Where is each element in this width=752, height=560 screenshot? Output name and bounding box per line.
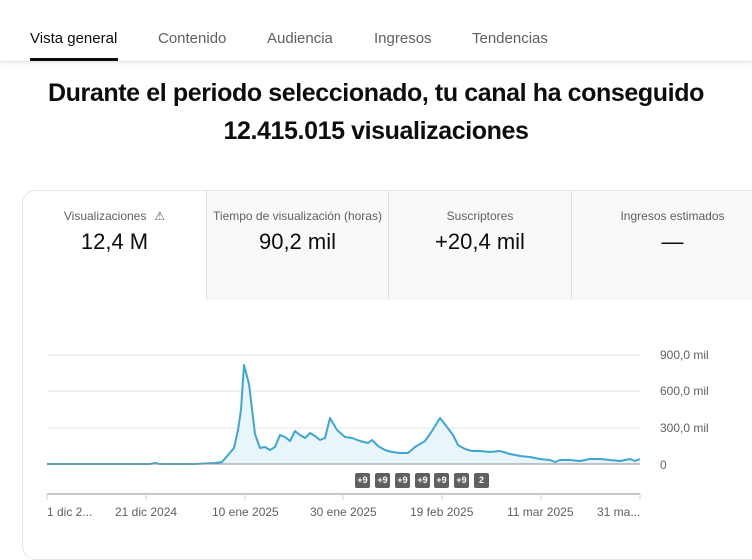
tab-contenido[interactable]: Contenido (158, 30, 227, 47)
tab-ingresos[interactable]: Ingresos (374, 30, 432, 47)
video-publish-marker[interactable]: +9 (434, 473, 449, 488)
gridlines (47, 354, 640, 429)
views-line-chart[interactable] (0, 0, 752, 543)
tab-bar: Vista general Contenido Audiencia Ingres… (0, 0, 752, 62)
metric-label: Visualizaciones (63, 209, 147, 223)
warning-icon[interactable]: ⚠ (154, 209, 166, 223)
metric-tab-ingresos-estimados[interactable]: Ingresos estimados — (572, 191, 752, 300)
metric-tab-suscriptores[interactable]: Suscriptores +20,4 mil (389, 191, 572, 300)
x-axis-label: 30 ene 2025 (310, 505, 377, 519)
metric-value: 90,2 mil (258, 229, 337, 254)
tab-tendencias[interactable]: Tendencias (472, 30, 548, 47)
y-axis-label: 600,0 mil (660, 384, 709, 398)
y-axis-label: 0 (660, 458, 667, 472)
metric-label: Tiempo de visualización (horas) (213, 209, 382, 223)
metric-value: +20,4 mil (435, 229, 525, 254)
y-axis-label: 900,0 mil (660, 348, 709, 362)
metric-label: Ingresos estimados (620, 209, 725, 223)
x-axis-label: 11 mar 2025 (507, 505, 574, 519)
video-publish-marker[interactable]: +9 (355, 473, 370, 488)
metric-tab-visualizaciones[interactable]: Visualizaciones ⚠ 12,4 M (23, 191, 206, 300)
x-axis-label: 21 dic 2024 (115, 505, 178, 519)
y-axis-label: 300,0 mil (660, 421, 709, 435)
tab-audiencia[interactable]: Audiencia (267, 30, 333, 47)
metric-label: Suscriptores (446, 209, 514, 223)
chart-line (47, 364, 641, 465)
video-publish-marker[interactable]: +9 (454, 473, 469, 488)
headline-line-1: Durante el periodo seleccionado, tu cana… (48, 79, 704, 107)
x-axis-label: 10 ene 2025 (212, 505, 279, 519)
video-publish-marker[interactable]: +9 (395, 473, 410, 488)
x-ticks (46, 494, 641, 500)
x-axis-label: 1 dic 2... (47, 505, 93, 519)
video-publish-marker[interactable]: +9 (375, 473, 390, 488)
page-headline: Durante el periodo seleccionado, tu cana… (0, 74, 752, 150)
metric-tab-tiempo-visualizacion[interactable]: Tiempo de visualización (horas) 90,2 mil (206, 191, 389, 300)
active-tab-indicator (30, 58, 118, 61)
chart-area-fill (47, 365, 640, 464)
headline-line-2: 12.415.015 visualizaciones (223, 117, 529, 145)
analytics-card: Visualizaciones ⚠ 12,4 M Tiempo de visual… (22, 190, 752, 560)
metric-value: 12,4 M (80, 229, 149, 254)
video-publish-marker[interactable]: +9 (415, 473, 430, 488)
tab-vista-general[interactable]: Vista general (30, 30, 118, 47)
x-axis-label: 19 feb 2025 (410, 505, 474, 519)
x-axis-label: 31 ma... (597, 505, 641, 519)
video-publish-marker[interactable]: 2 (474, 473, 489, 488)
metric-value: — (661, 229, 684, 254)
